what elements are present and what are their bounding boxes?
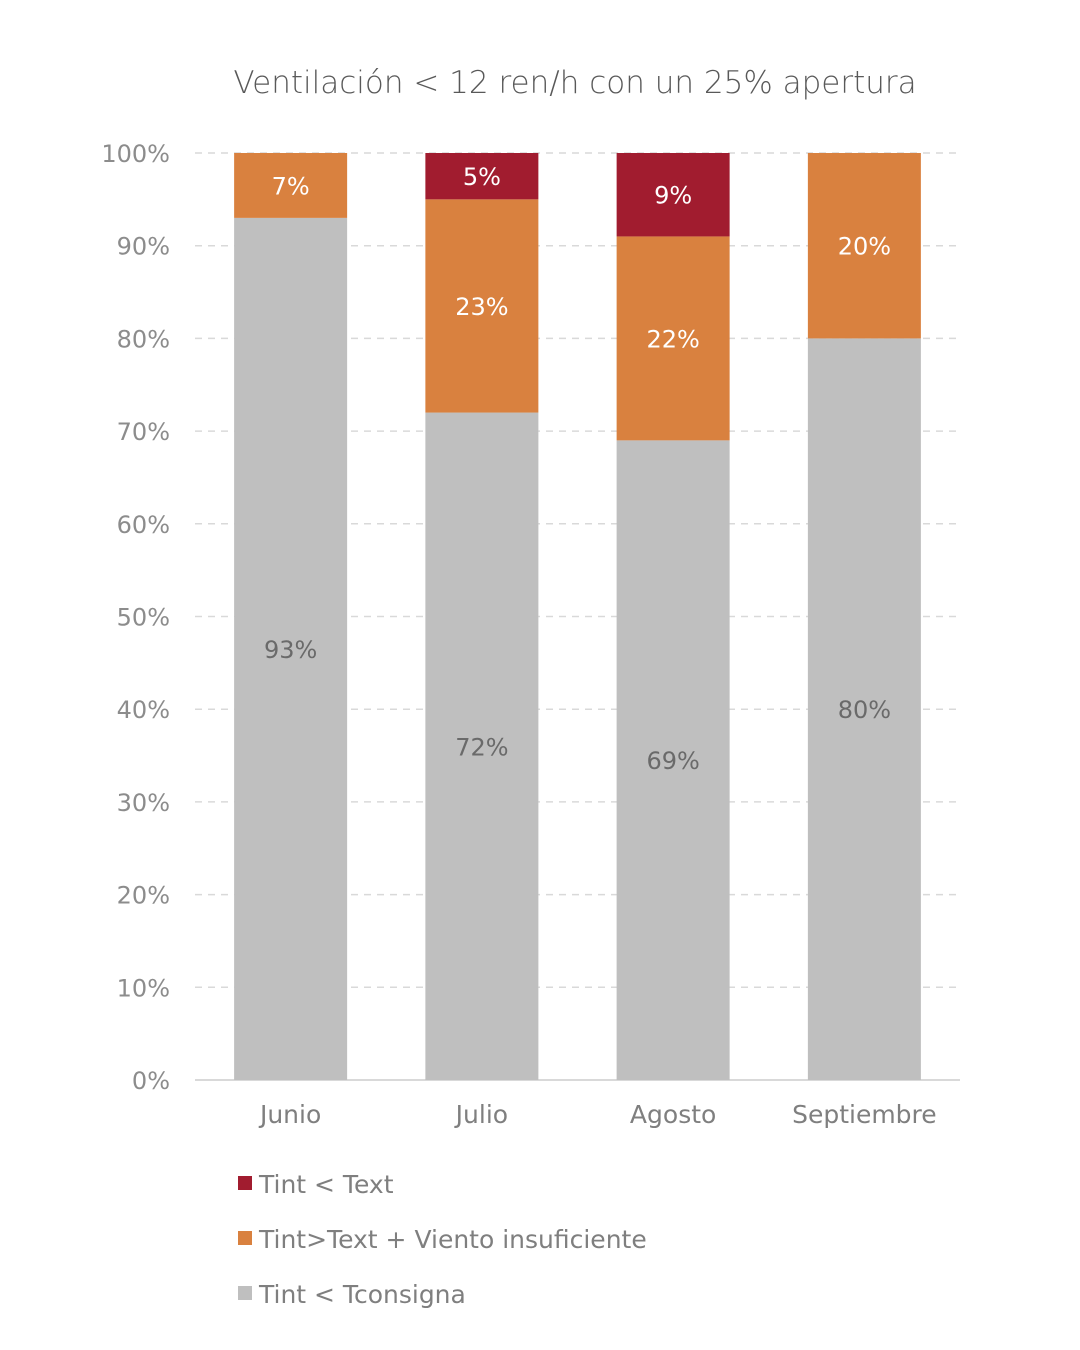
- y-tick-label: 80%: [117, 325, 170, 353]
- data-label: 80%: [838, 696, 891, 724]
- data-label: 22%: [646, 325, 699, 353]
- bar-segment: [616, 440, 730, 1080]
- bar-segment: [807, 338, 921, 1080]
- bar-segment: [807, 153, 921, 339]
- x-tick-label: Julio: [454, 1100, 508, 1129]
- data-label: 5%: [463, 163, 501, 191]
- data-label: 9%: [654, 182, 692, 210]
- data-label: 69%: [646, 747, 699, 775]
- legend-label: Tint < Tconsigna: [258, 1280, 466, 1309]
- y-tick-label: 20%: [117, 882, 170, 910]
- data-label: 23%: [455, 293, 508, 321]
- bar-segment: [234, 153, 348, 218]
- bar-segment: [616, 153, 730, 237]
- legend-label: Tint>Text + Viento insuficiente: [258, 1225, 647, 1254]
- legend-swatch: [238, 1176, 252, 1190]
- x-tick-label: Septiembre: [792, 1100, 937, 1129]
- legend-swatch: [238, 1231, 252, 1245]
- bars: 93% 7% 72% 23% 5% 69% 22% 9% 80% 20%: [234, 153, 921, 1080]
- y-axis: 0% 10% 20% 30% 40% 50% 60% 70% 80% 90% 100%: [101, 140, 170, 1095]
- data-label: 93%: [264, 636, 317, 664]
- y-tick-label: 70%: [117, 418, 170, 446]
- x-tick-label: Junio: [258, 1100, 321, 1129]
- legend-swatch: [238, 1286, 252, 1300]
- bar-segment: [234, 217, 348, 1080]
- bar-segment: [425, 153, 539, 200]
- y-tick-label: 60%: [117, 511, 170, 539]
- bar-segment: [425, 412, 539, 1080]
- x-axis: Junio Julio Agosto Septiembre: [258, 1100, 937, 1129]
- y-tick-label: 30%: [117, 789, 170, 817]
- bar-segment: [425, 199, 539, 413]
- y-tick-label: 100%: [101, 140, 170, 168]
- y-tick-label: 50%: [117, 604, 170, 632]
- legend-label: Tint < Text: [258, 1170, 394, 1199]
- legend: Tint < Text Tint>Text + Viento insuficien…: [238, 1170, 647, 1309]
- y-tick-label: 10%: [117, 974, 170, 1002]
- bar-segment: [616, 236, 730, 441]
- x-tick-label: Agosto: [630, 1100, 716, 1129]
- data-label: 7%: [272, 172, 310, 200]
- y-tick-label: 0%: [132, 1067, 170, 1095]
- chart-title: Ventilación < 12 ren/h con un 25% apertu…: [233, 65, 916, 101]
- data-label: 20%: [838, 233, 891, 261]
- y-tick-label: 40%: [117, 696, 170, 724]
- data-label: 72%: [455, 733, 508, 761]
- y-tick-label: 90%: [117, 233, 170, 261]
